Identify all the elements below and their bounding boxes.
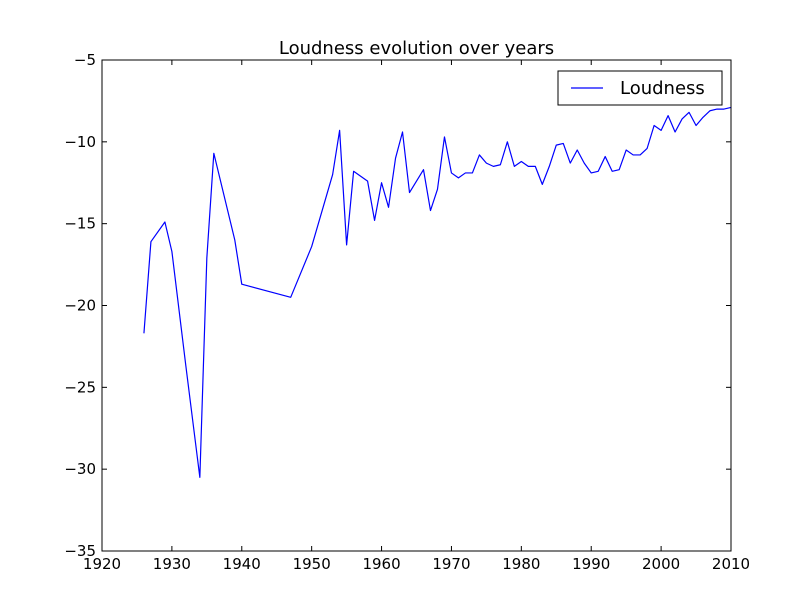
x-tick-label: 1940 (223, 555, 261, 573)
x-tick-label: 1930 (153, 555, 191, 573)
y-tick-label: −25 (64, 378, 96, 396)
x-tick-label: 1980 (502, 555, 540, 573)
legend: Loudness (557, 70, 723, 106)
x-tick-label: 1970 (432, 555, 470, 573)
x-tick-label: 1920 (83, 555, 121, 573)
y-tick-label: −30 (64, 460, 96, 478)
legend-label-loudness: Loudness (620, 78, 705, 99)
x-tick-label: 1990 (572, 555, 610, 573)
plot-frame (101, 59, 732, 552)
y-tick-label: −15 (64, 215, 96, 233)
y-tick-label: −5 (74, 51, 96, 69)
series-line-loudness (143, 106, 732, 478)
y-tick-label: −35 (64, 542, 96, 560)
y-tick-label: −10 (64, 133, 96, 151)
x-tick-label: 1960 (362, 555, 400, 573)
axis-ticks: 1920 1930 1940 1950 1960 1970 1980 1990 2000 2010… (64, 51, 750, 573)
x-tick-label: 2000 (642, 555, 680, 573)
x-tick-label: 2010 (712, 555, 750, 573)
y-tick-label: −20 (64, 297, 96, 315)
x-tick-label: 1950 (293, 555, 331, 573)
series-layer (143, 106, 732, 478)
chart-title: Loudness evolution over years (279, 38, 554, 59)
